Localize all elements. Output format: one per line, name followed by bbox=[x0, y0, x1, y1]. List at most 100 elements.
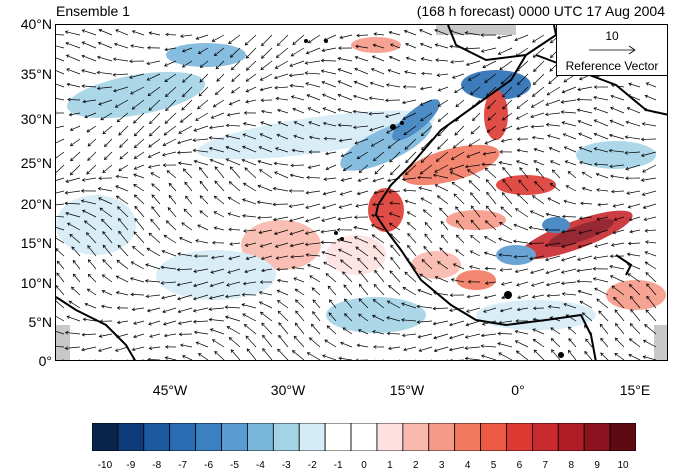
wind-vector-head bbox=[545, 282, 550, 287]
wind-vector-head bbox=[133, 194, 138, 199]
wind-vector bbox=[435, 44, 449, 49]
wind-vector-head bbox=[353, 215, 358, 220]
wind-vector bbox=[242, 313, 257, 322]
wind-vector-head bbox=[193, 254, 198, 258]
wind-vector-head bbox=[644, 324, 648, 328]
wind-vector-head bbox=[101, 218, 105, 223]
wind-vector bbox=[610, 275, 625, 283]
wind-vector-head bbox=[499, 66, 503, 71]
wind-vector-head bbox=[146, 308, 151, 313]
colorbar-cell bbox=[454, 423, 481, 451]
wind-vector bbox=[534, 181, 545, 192]
wind-vector-head bbox=[166, 170, 171, 174]
wind-vector-head bbox=[532, 317, 537, 322]
wind-vector-head bbox=[455, 206, 459, 210]
wind-vector bbox=[56, 346, 65, 348]
wind-vector bbox=[210, 281, 225, 287]
wind-vector-head bbox=[116, 259, 121, 264]
wind-vector-head bbox=[179, 119, 184, 123]
wind-vector-head bbox=[644, 94, 649, 99]
wind-vector-head bbox=[277, 310, 282, 315]
wind-vector-head bbox=[293, 335, 298, 340]
wind-vector-head bbox=[645, 309, 649, 313]
wind-vector bbox=[102, 164, 113, 173]
wind-vector bbox=[82, 209, 97, 218]
wind-vector-head bbox=[531, 295, 536, 299]
wind-vector-head bbox=[245, 78, 250, 82]
colorbar-tick-label: -2 bbox=[307, 460, 317, 471]
wind-vector bbox=[642, 164, 657, 173]
wind-vector bbox=[226, 158, 241, 166]
wind-vector bbox=[67, 222, 81, 231]
anomaly-shading bbox=[56, 37, 666, 333]
wind-vector bbox=[307, 352, 321, 360]
wind-vector-head bbox=[356, 343, 361, 348]
wind-vector bbox=[294, 121, 305, 127]
wind-vector-head bbox=[472, 117, 476, 122]
wind-vector bbox=[307, 264, 321, 270]
wind-vector bbox=[435, 184, 449, 192]
wind-vector bbox=[578, 133, 593, 140]
wind-vector bbox=[420, 112, 433, 122]
wind-vector bbox=[484, 236, 497, 244]
wind-vector-head bbox=[385, 83, 390, 87]
wind-vector bbox=[644, 216, 657, 221]
wind-vector-head bbox=[402, 116, 407, 120]
wind-vector bbox=[597, 203, 609, 206]
wind-vector-head bbox=[640, 153, 645, 158]
wind-vector-head bbox=[420, 159, 425, 163]
wind-vector bbox=[293, 336, 305, 348]
wind-vector-head bbox=[567, 349, 572, 354]
wind-vector-head bbox=[182, 93, 186, 98]
wind-vector-head bbox=[609, 119, 614, 124]
wind-vector bbox=[149, 333, 161, 338]
wind-vector bbox=[292, 267, 305, 270]
wind-vector-head bbox=[305, 82, 309, 86]
wind-vector-head bbox=[529, 256, 533, 261]
wind-vector bbox=[465, 333, 481, 338]
wind-vector bbox=[561, 99, 577, 103]
wind-vector-head bbox=[340, 259, 344, 263]
wind-vector bbox=[162, 250, 177, 257]
wind-vector-head bbox=[260, 66, 264, 71]
wind-vector-head bbox=[370, 143, 375, 147]
wind-vector-head bbox=[470, 130, 475, 135]
wind-vector-head bbox=[277, 348, 281, 353]
wind-vector-head bbox=[352, 125, 357, 130]
wind-vector-head bbox=[245, 335, 250, 340]
wind-vector bbox=[470, 192, 481, 205]
wind-vector bbox=[117, 245, 129, 257]
wind-vector-head bbox=[213, 211, 218, 215]
wind-vector-head bbox=[466, 154, 471, 158]
wind-vector-head bbox=[370, 68, 375, 72]
wind-vector bbox=[199, 167, 209, 179]
wind-vector bbox=[70, 164, 81, 176]
wind-vector bbox=[423, 246, 433, 257]
wind-vector bbox=[610, 175, 625, 179]
wind-vector-head bbox=[437, 146, 441, 150]
wind-vector-head bbox=[625, 176, 629, 181]
wind-vector-head bbox=[290, 53, 295, 57]
wind-vector bbox=[166, 220, 177, 231]
wind-vector-head bbox=[98, 28, 103, 33]
wind-vector bbox=[82, 85, 97, 88]
wind-vector-head bbox=[181, 222, 185, 226]
wind-vector-head bbox=[500, 138, 505, 143]
wind-vector bbox=[516, 112, 529, 120]
wind-vector bbox=[355, 246, 369, 257]
wind-vector-head bbox=[176, 267, 181, 272]
wind-vector bbox=[456, 220, 465, 231]
wind-vector bbox=[322, 94, 337, 101]
wind-vector bbox=[500, 206, 513, 218]
wind-vector-head bbox=[628, 217, 633, 222]
wind-vector bbox=[209, 147, 225, 153]
wind-vector-head bbox=[276, 300, 281, 304]
wind-vector bbox=[97, 86, 113, 89]
wind-vector bbox=[466, 320, 481, 326]
wind-vector bbox=[373, 33, 385, 36]
wind-vector bbox=[374, 164, 385, 175]
wind-vector bbox=[211, 112, 225, 119]
wind-vector bbox=[178, 320, 193, 324]
wind-vector bbox=[228, 213, 241, 218]
wind-vector bbox=[261, 255, 273, 260]
